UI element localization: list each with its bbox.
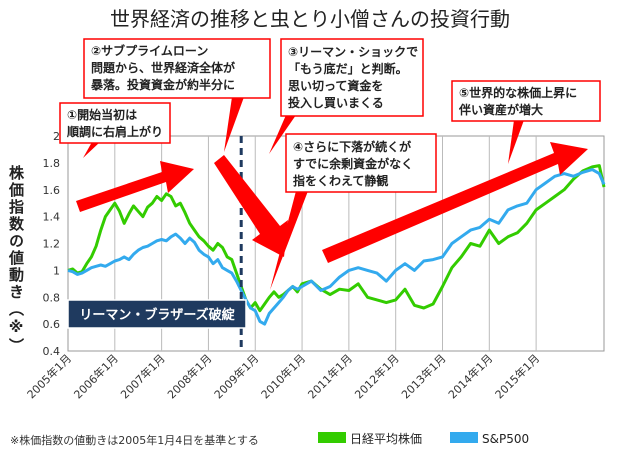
chart-title: 世界経済の推移と虫とり小僧さんの投資行動 — [110, 7, 510, 31]
callout-3-line-3: 思い切って資金を — [288, 78, 383, 93]
callout-2-line-1: ②サブプライムローン — [91, 43, 208, 58]
callout-4-line-1: ④さらに下落が続くが — [293, 139, 411, 154]
x-tick-label: 2012年1月 — [352, 351, 402, 401]
y-axis-label: 株価指数の値動き（※） — [7, 164, 25, 355]
y-tick-label: 0.8 — [43, 291, 61, 304]
callout-4-pointer — [270, 191, 308, 290]
callout-2-box — [83, 38, 271, 99]
x-tick-label: 2008年1月 — [164, 351, 214, 401]
legend: 日経平均株価 S&P500 — [318, 431, 529, 446]
callout-3-line-1: ③リーマン・ショックで — [288, 45, 418, 59]
callout-2-line-2: 問題から、世界経済全体が — [91, 60, 235, 75]
callout-1: ①開始当初は 順調に右肩上がり — [59, 102, 171, 158]
y-tick-label: 1.4 — [43, 211, 61, 224]
arrow-3 — [322, 142, 588, 263]
callout-2-line-3: 暴落。投資資金が約半分に — [90, 77, 235, 92]
arrow-2 — [214, 155, 288, 257]
callout-1-box — [59, 102, 171, 144]
y-axis-ticks: 0.4 0.6 0.8 1 1.2 1.4 1.6 1.8 2 — [43, 130, 61, 358]
arrows — [76, 142, 588, 263]
series-layer — [67, 164, 606, 326]
lehman-label: リーマン・ブラザーズ破綻 — [79, 307, 235, 323]
callout-1-line-2: 順調に右肩上がり — [66, 124, 163, 139]
x-tick-label: 2010年1月 — [258, 351, 308, 401]
callout-5-line-2: 伴い資産が増大 — [458, 102, 543, 117]
arrow-1 — [76, 161, 194, 212]
x-axis-ticks: 2005年1月2006年1月2007年1月2008年1月2009年1月2010年… — [24, 351, 542, 401]
lehman-label-box — [67, 299, 247, 329]
series-line-sp500 — [67, 168, 606, 326]
callout-3-line-4: 投入し買いまくる — [288, 95, 384, 110]
x-tick-label: 2015年1月 — [492, 351, 542, 401]
y-tick-label: 1.6 — [43, 184, 61, 197]
x-tick-label: 2009年1月 — [211, 351, 261, 401]
legend-label-nikkei: 日経平均株価 — [350, 431, 422, 446]
y-tick-label: 2 — [53, 130, 60, 143]
y-tick-label: 0.4 — [43, 345, 61, 358]
y-tick-label: 1.8 — [43, 157, 61, 170]
callout-3-pointer — [269, 115, 296, 154]
callout-5-line-1: ⑤世界的な株価上昇に — [459, 85, 577, 100]
callout-3: ③リーマン・ショックで 「もう底だ」と判断。 思い切って資金を 投入し買いまくる — [269, 38, 424, 154]
y-tick-label: 0.6 — [43, 318, 61, 331]
callout-3-box — [280, 38, 424, 117]
legend-label-sp500: S&P500 — [482, 432, 529, 446]
x-tick-label: 2006年1月 — [71, 351, 121, 401]
footnote: ※株価指数の値動きは2005年1月4日を基準とする — [10, 433, 259, 447]
x-tick-label: 2005年1月 — [24, 351, 74, 401]
callout-4-line-3: 指をくわえて静観 — [293, 173, 388, 188]
x-tick-label: 2011年1月 — [305, 351, 355, 401]
series-line-nikkei — [67, 164, 606, 313]
legend-swatch-nikkei — [318, 432, 346, 443]
callout-1-line-1: ①開始当初は — [67, 107, 137, 122]
callout-1-pointer — [83, 142, 100, 158]
callout-4-line-2: すでに余剰資金がなく — [293, 156, 413, 171]
y-tick-label: 1.2 — [43, 238, 61, 251]
callout-5-box — [451, 80, 601, 122]
x-tick-label: 2007年1月 — [118, 351, 168, 401]
callout-5: ⑤世界的な株価上昇に 伴い資産が増大 — [451, 80, 601, 164]
x-tick-label: 2014年1月 — [445, 351, 495, 401]
x-tick-label: 2013年1月 — [398, 351, 448, 401]
callout-4-box — [285, 133, 437, 193]
y-tick-label: 1 — [53, 264, 60, 277]
callout-2-pointer — [224, 97, 244, 152]
legend-swatch-sp500 — [450, 432, 478, 443]
callout-2: ②サブプライムローン 問題から、世界経済全体が 暴落。投資資金が約半分に — [83, 38, 271, 152]
callout-4: ④さらに下落が続くが すでに余剰資金がなく 指をくわえて静観 — [270, 133, 437, 290]
callout-3-line-2: 「もう底だ」と判断。 — [288, 61, 408, 76]
callout-5-pointer — [508, 120, 524, 164]
